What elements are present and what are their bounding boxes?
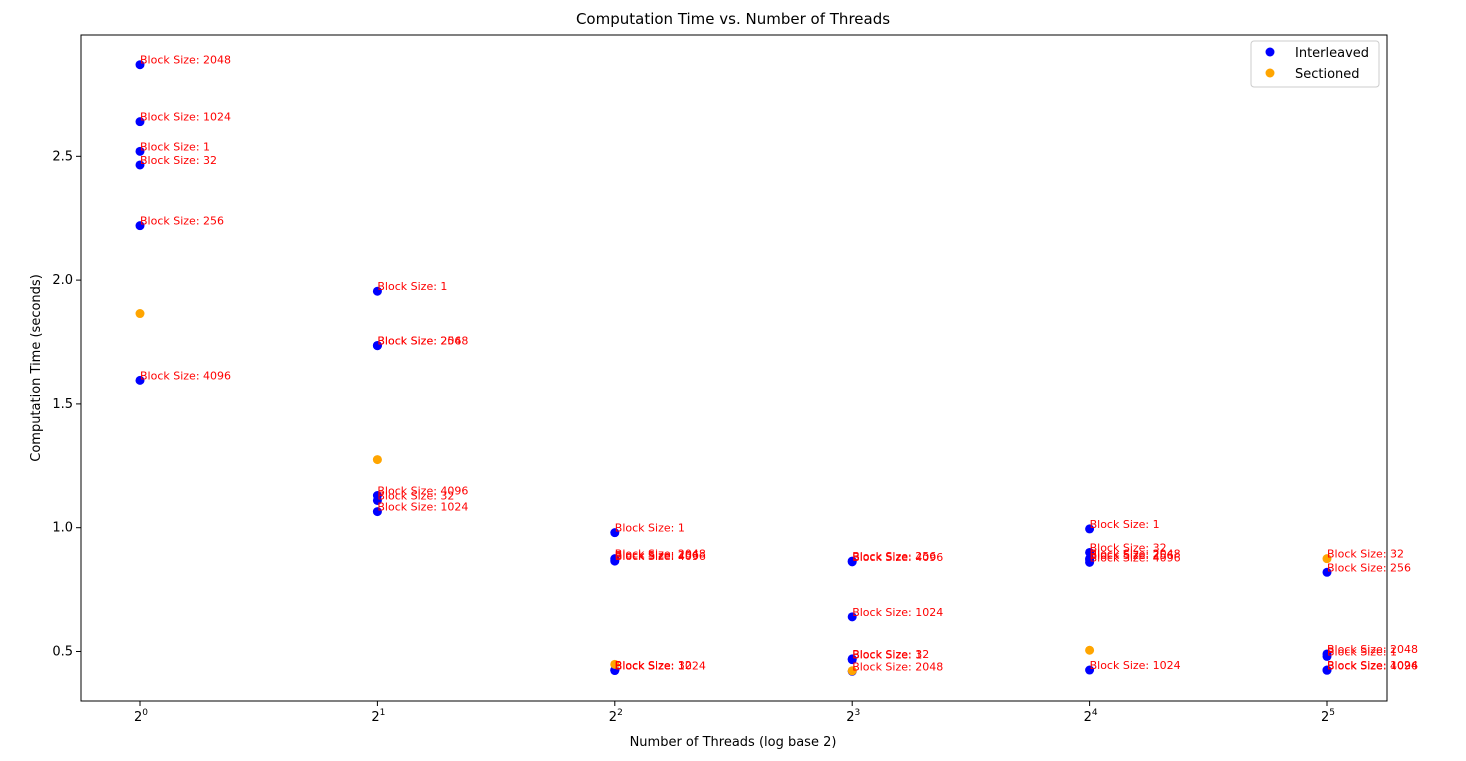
data-points <box>135 60 1332 676</box>
point-label: Block Size: 1024 <box>1327 659 1418 672</box>
point-label: Block Size: 32 <box>852 648 929 661</box>
point-label: Block Size: 4096 <box>1090 551 1181 564</box>
x-axis-label: Number of Threads (log base 2) <box>630 735 837 750</box>
y-tick-label: 1.0 <box>52 521 73 536</box>
point-label: Block Size: 2048 <box>615 548 706 561</box>
point-label: Block Size: 32 <box>1090 541 1167 554</box>
x-tick-label: 20 <box>134 708 148 725</box>
x-tick-label: 24 <box>1084 708 1098 725</box>
x-tick-label: 22 <box>609 708 623 725</box>
point-interleaved <box>1085 665 1095 675</box>
point-label: Block Size: 1024 <box>377 501 468 514</box>
y-tick-label: 2.0 <box>52 273 73 288</box>
point-label: Block Size: 256 <box>1090 549 1174 562</box>
point-interleaved <box>610 556 620 566</box>
legend-label: Sectioned <box>1295 67 1360 82</box>
point-interleaved <box>135 117 145 127</box>
point-label: Block Size: 32 <box>140 154 217 167</box>
point-interleaved <box>1322 665 1332 675</box>
point-label: Block Size: 256 <box>377 335 461 348</box>
y-tick-label: 0.5 <box>52 644 73 659</box>
legend-marker <box>1265 68 1275 78</box>
point-label: Block Size: 1 <box>377 280 447 293</box>
point-label: Block Size: 4096 <box>377 485 468 498</box>
point-interleaved <box>135 160 145 170</box>
legend-marker <box>1265 47 1275 57</box>
point-label: Block Size: 1 <box>1090 518 1160 531</box>
point-interleaved <box>135 221 145 231</box>
point-sectioned <box>610 659 620 669</box>
point-label: Block Size: 2048 <box>1090 548 1181 561</box>
plot-area <box>80 34 1388 702</box>
x-tick-label: 23 <box>846 708 860 725</box>
point-label: Block Size: 256 <box>852 550 936 563</box>
point-label: Block Size: 256 <box>615 549 699 562</box>
point-label: Block Size: 1024 <box>140 111 231 124</box>
legend-label: Interleaved <box>1295 46 1369 61</box>
x-axis: 20 21 22 23 24 25 <box>134 701 1335 725</box>
point-label: Block Size: 2048 <box>852 660 943 673</box>
x-tick-label: 25 <box>1321 708 1335 725</box>
point-label: Block Size: 4096 <box>1327 659 1418 672</box>
point-interleaved <box>610 666 620 676</box>
y-axis: 0.5 1.0 1.5 2.0 2.5 <box>52 149 81 659</box>
point-interleaved <box>135 375 145 385</box>
point-interleaved <box>372 495 382 505</box>
point-sectioned <box>372 455 382 465</box>
point-interleaved <box>1322 567 1332 577</box>
point-interleaved <box>372 340 382 350</box>
point-sectioned <box>1085 645 1095 655</box>
legend: Interleaved Sectioned <box>1250 40 1380 88</box>
point-label: Block Size: 1 <box>615 522 685 535</box>
point-sectioned <box>135 309 145 319</box>
y-tick-label: 1.5 <box>52 397 73 412</box>
point-interleaved <box>847 612 857 622</box>
point-label: Block Size: 1024 <box>1090 659 1181 672</box>
point-label: Block Size: 1 <box>140 140 210 153</box>
y-axis-label: Computation Time (seconds) <box>29 274 44 462</box>
point-label: Block Size: 4096 <box>615 550 706 563</box>
point-label: Block Size: 256 <box>1327 561 1411 574</box>
point-interleaved <box>1085 524 1095 534</box>
point-label: Block Size: 2048 <box>1327 643 1418 656</box>
y-tick-label: 2.5 <box>52 149 73 164</box>
point-interleaved <box>1085 547 1095 557</box>
point-label: Block Size: 256 <box>140 215 224 228</box>
point-sectioned <box>847 666 857 676</box>
legend-box <box>1250 40 1380 88</box>
point-interleaved <box>135 146 145 156</box>
point-interleaved <box>1322 651 1332 661</box>
point-interleaved <box>847 557 857 567</box>
point-label: Block Size: 1 <box>1327 645 1397 658</box>
x-tick-label: 21 <box>371 708 385 725</box>
point-interleaved <box>1085 557 1095 567</box>
point-label: Block Size: 32 <box>377 489 454 502</box>
point-interleaved <box>135 60 145 70</box>
point-label: Block Size: 32 <box>615 659 692 672</box>
point-label: Block Size: 1024 <box>615 660 706 673</box>
point-interleaved <box>372 286 382 296</box>
point-interleaved <box>610 528 620 538</box>
point-label: Block Size: 1 <box>852 649 922 662</box>
point-interleaved <box>372 507 382 517</box>
point-sectioned <box>1322 554 1332 564</box>
point-label: Block Size: 2048 <box>140 54 231 67</box>
point-label: Block Size: 4096 <box>140 369 231 382</box>
point-interleaved <box>847 655 857 665</box>
chart-title: Computation Time vs. Number of Threads <box>576 10 890 28</box>
point-label: Block Size: 1024 <box>852 606 943 619</box>
point-label: Block Size: 1 <box>615 659 685 672</box>
point-label: Block Size: 2048 <box>377 334 468 347</box>
point-label: Block Size: 32 <box>1327 548 1404 561</box>
point-label: Block Size: 4096 <box>852 551 943 564</box>
